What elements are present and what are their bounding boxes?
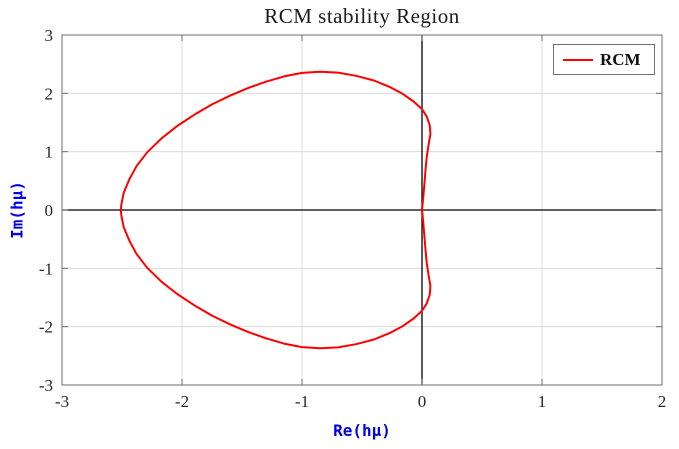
y-tick-label: 2	[45, 84, 54, 103]
y-tick-label: 3	[45, 26, 54, 45]
x-tick-label: -3	[55, 392, 69, 411]
y-tick-label: -3	[39, 376, 53, 395]
legend[interactable]: RCM	[553, 44, 655, 75]
y-axis-label: Im(hμ)	[7, 181, 27, 239]
y-tick-label: -2	[39, 318, 53, 337]
legend-label: RCM	[600, 49, 641, 69]
y-tick-label: 0	[45, 201, 54, 220]
x-tick-label: 0	[418, 392, 427, 411]
chart-title: RCM stability Region	[264, 4, 460, 28]
x-tick-label: -2	[175, 392, 189, 411]
x-tick-label: 1	[538, 392, 547, 411]
x-tick-label: -1	[295, 392, 309, 411]
y-tick-label: -1	[39, 259, 53, 278]
x-axis-label: Re(hμ)	[333, 421, 391, 440]
legend-line-sample	[563, 58, 593, 61]
x-tick-label: 2	[658, 392, 667, 411]
series-curve-rcm	[119, 70, 432, 350]
y-tick-label: 1	[45, 143, 54, 162]
